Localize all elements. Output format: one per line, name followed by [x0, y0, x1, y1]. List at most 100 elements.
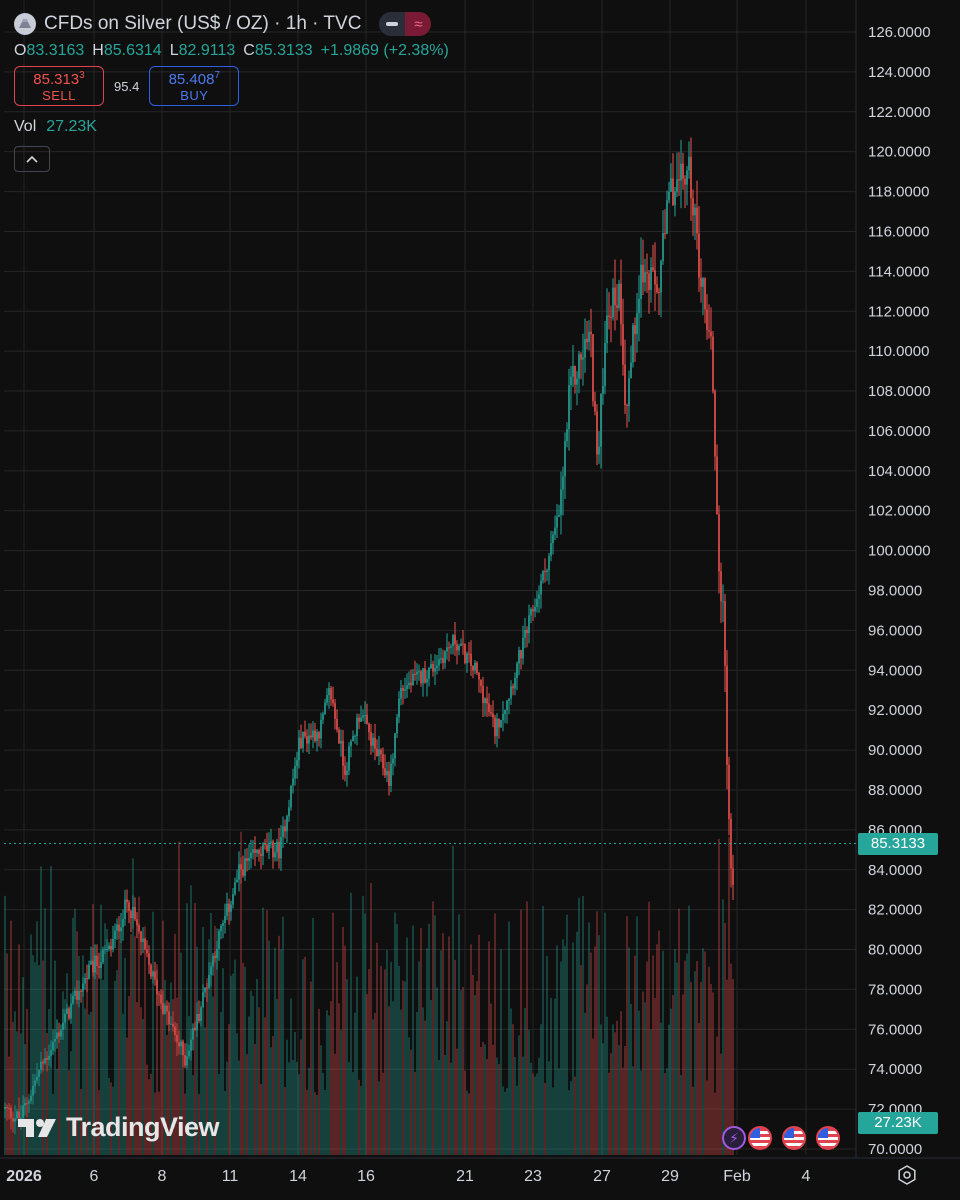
volume-legend[interactable]: Vol 27.23K	[14, 118, 449, 136]
candle-body	[136, 919, 138, 926]
us-flag-event-icon[interactable]	[782, 1126, 806, 1150]
candle-body	[462, 643, 464, 645]
candle-body	[558, 514, 560, 517]
volume-bar	[72, 917, 74, 1155]
volume-bar	[154, 1092, 156, 1155]
time-tick-label: 2026	[6, 1168, 42, 1185]
candle-body	[332, 699, 334, 704]
volume-bar	[628, 947, 630, 1155]
candle-body	[576, 378, 578, 385]
candle-body	[252, 849, 254, 853]
candle-body	[144, 938, 146, 950]
minus-icon[interactable]	[379, 12, 405, 36]
wave-icon[interactable]: ≈	[405, 12, 432, 36]
volume-bar	[480, 1047, 482, 1155]
volume-bar	[140, 1007, 142, 1155]
candle-body	[724, 601, 726, 666]
time-axis[interactable]: 2026 6 8 11 14 16 21 23 27 29 Feb 4	[6, 1168, 810, 1185]
volume-bar	[532, 1073, 534, 1155]
candle-body	[236, 879, 238, 883]
volume-bar	[732, 978, 734, 1155]
volume-bar	[546, 956, 548, 1155]
candle-body	[648, 273, 650, 290]
candle-body	[664, 233, 666, 235]
chart-mode-toggle[interactable]: ≈	[379, 12, 432, 36]
volume-bar	[112, 1086, 114, 1155]
price-tick-label: 98.0000	[868, 583, 922, 600]
candle-body	[138, 925, 140, 932]
price-tick-label: 96.0000	[868, 622, 922, 639]
volume-bar	[266, 910, 268, 1155]
volume-bar	[478, 934, 480, 1155]
buy-price-sup: 7	[214, 70, 221, 81]
volume-bar	[612, 1024, 614, 1155]
volume-bar	[212, 996, 214, 1155]
candle-body	[28, 1101, 30, 1104]
candle-body	[606, 315, 608, 343]
candle-body	[542, 571, 544, 581]
volume-bar	[76, 931, 78, 1155]
volume-bar	[326, 1010, 328, 1155]
candle-body	[162, 1003, 164, 1014]
price-tick-label: 116.0000	[868, 223, 929, 240]
candle-body	[344, 765, 346, 775]
volume-bar	[6, 953, 8, 1155]
volume-bar	[566, 914, 568, 1155]
candle-body	[686, 170, 688, 185]
sell-button[interactable]: 85.3133 SELL	[14, 66, 104, 106]
candle-body	[484, 698, 486, 704]
lightning-event-icon[interactable]: ⚡	[722, 1126, 746, 1150]
volume-bar	[676, 962, 678, 1155]
chevron-up-icon	[26, 155, 38, 163]
high-value: 85.6314	[103, 42, 162, 59]
candle-body	[88, 964, 90, 979]
candle-body	[426, 678, 428, 683]
candle-body	[156, 979, 158, 995]
volume-bar	[660, 1022, 662, 1155]
candle-body	[532, 609, 534, 612]
candle-body	[132, 906, 134, 919]
candle-body	[4, 1106, 6, 1110]
buy-button[interactable]: 85.4087 BUY	[149, 66, 240, 106]
candle-body	[288, 807, 290, 817]
symbol-title: CFDs on Silver (US$ / OZ) · 1h · TVC	[44, 13, 362, 34]
price-axis[interactable]: 70.000072.000074.000076.000078.000080.00…	[868, 24, 931, 1158]
candle-body	[186, 1056, 188, 1066]
settings-gear-icon[interactable]	[897, 1165, 917, 1185]
volume-bar	[54, 960, 56, 1155]
candle-body	[200, 1007, 202, 1021]
candle-body	[190, 1039, 192, 1051]
volume-bar	[244, 966, 246, 1155]
volume-bar	[338, 1003, 340, 1155]
symbol-title-row[interactable]: CFDs on Silver (US$ / OZ) · 1h · TVC ≈	[14, 10, 449, 38]
candle-body	[14, 1118, 16, 1122]
volume-bar	[558, 1068, 560, 1155]
candle-body	[522, 637, 524, 659]
us-flag-event-icon[interactable]	[748, 1126, 772, 1150]
tradingview-brand[interactable]: TradingView	[16, 1112, 220, 1143]
candle-body	[52, 1041, 54, 1051]
volume-bar	[516, 1085, 518, 1155]
collapse-legend-button[interactable]	[14, 146, 50, 172]
candle-body	[510, 686, 512, 699]
volume-bar	[182, 1039, 184, 1155]
volume-bar	[346, 979, 348, 1155]
candle-body	[350, 741, 352, 747]
volume-bar	[274, 947, 276, 1155]
us-flag-event-icon[interactable]	[816, 1126, 840, 1150]
volume-bar	[464, 1070, 466, 1155]
volume-bar	[646, 961, 648, 1155]
ohlc-values: O83.3163 H85.6314 L82.9113 C85.3133 +1.9…	[14, 42, 449, 60]
candle-body	[684, 178, 686, 185]
volume-bar	[68, 1070, 70, 1155]
volume-bar	[592, 1038, 594, 1155]
chart-grid	[0, 0, 960, 1159]
change-value: +1.9869 (+2.38%)	[320, 42, 449, 59]
candle-body	[458, 645, 460, 651]
volume-bar	[22, 977, 24, 1155]
candle-body	[390, 763, 392, 786]
candle-body	[688, 156, 690, 171]
candle-body	[142, 938, 144, 942]
volume-bar	[392, 1001, 394, 1155]
